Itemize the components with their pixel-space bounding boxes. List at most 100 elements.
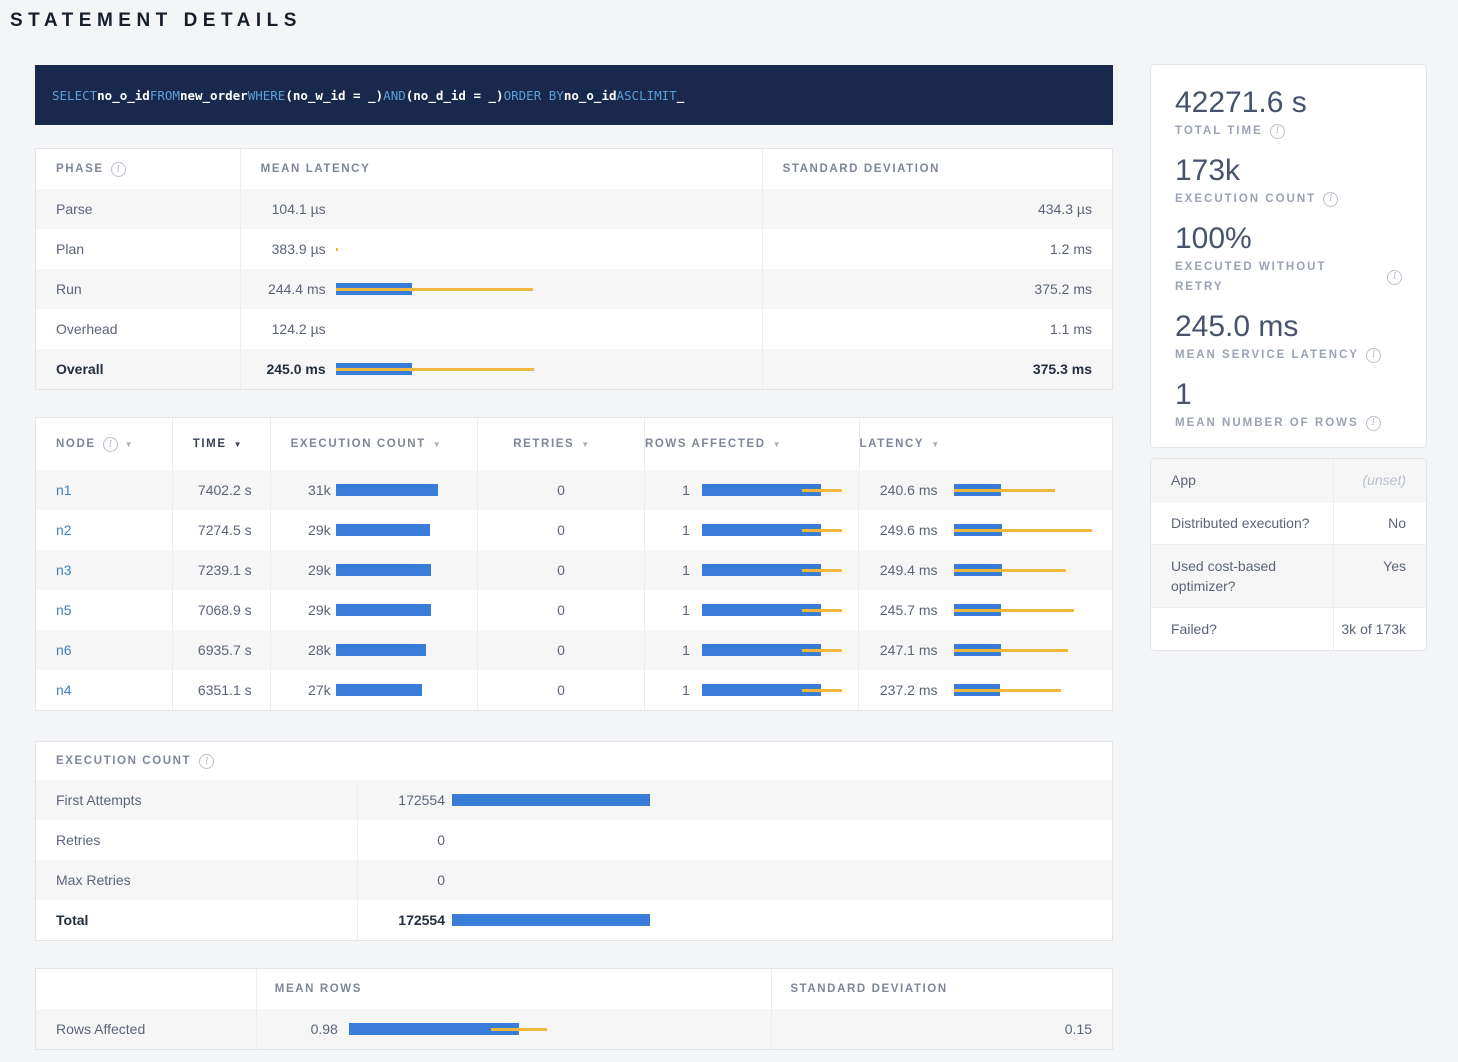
latency-bar-chart xyxy=(954,683,1099,697)
row-label: First Attempts xyxy=(36,780,358,820)
mean-bar xyxy=(335,564,431,576)
phase-table-body: Parse 104.1 µs 434.3 µs Plan 383.9 µs 1.2 ms R… xyxy=(36,189,1112,389)
node-link[interactable]: n4 xyxy=(56,682,72,698)
mean-bar xyxy=(335,644,426,656)
time-value: 7239.1 s xyxy=(173,550,271,590)
latency-value: 245.7 ms xyxy=(879,602,938,618)
node-link[interactable]: n1 xyxy=(56,482,72,498)
stddev-whisker xyxy=(801,569,842,572)
rows-affected-cell: 1 xyxy=(645,470,860,510)
rows-affected-value: 1 xyxy=(682,482,690,498)
rows-affected-value: 1 xyxy=(682,642,690,658)
std-dev-header-label: Standard Deviation xyxy=(782,163,941,175)
stddev-whisker xyxy=(335,288,533,291)
std-dev-value: 375.3 ms xyxy=(1032,361,1092,377)
mean-bar xyxy=(335,484,438,496)
stddev-whisker xyxy=(954,649,1069,652)
rows-affected-bar-chart xyxy=(701,683,852,697)
mean-latency-cell: 244.4 ms xyxy=(241,269,763,309)
stddev-whisker xyxy=(801,649,842,652)
mean-bar xyxy=(452,794,650,806)
phase-name: Run xyxy=(36,269,241,309)
info-icon[interactable]: i xyxy=(110,161,126,177)
page-title: STATEMENT DETAILS xyxy=(10,10,302,31)
sort-desc-icon[interactable]: ▼ xyxy=(772,439,783,449)
stddev-whisker xyxy=(490,1028,547,1031)
stddev-whisker xyxy=(801,609,842,612)
info-icon[interactable]: i xyxy=(1365,347,1381,363)
detail-value: 3k of 173k xyxy=(1341,621,1406,637)
info-icon[interactable]: i xyxy=(1269,123,1285,139)
execution-count-cell: 31k xyxy=(271,470,479,510)
mean-rows-header-label: Mean Rows xyxy=(274,983,363,995)
mean-bar xyxy=(335,524,430,536)
rows-affected-bar-chart xyxy=(701,483,852,497)
rows-affected-value: 1 xyxy=(682,562,690,578)
stddev-whisker xyxy=(954,529,1093,532)
std-dev-value: 1.1 ms xyxy=(1049,321,1092,337)
latency-value: 240.6 ms xyxy=(879,482,938,498)
rows-affected-value: 1 xyxy=(682,682,690,698)
header-inner: Rows Affected ▼ xyxy=(645,418,782,470)
info-icon[interactable]: i xyxy=(1323,191,1339,207)
execution-count-header-label: Execution Count xyxy=(56,755,192,767)
rows-affected-table: Mean Rows Standard Deviation Rows Affect… xyxy=(35,968,1113,1050)
sort-desc-icon[interactable]: ▼ xyxy=(931,439,941,449)
stat-value: 245.0 ms xyxy=(1175,310,1299,343)
info-icon[interactable]: i xyxy=(1365,415,1381,431)
app-details-card: App (unset) Distributed execution? No Used c… xyxy=(1150,458,1427,651)
rows-affected-bar-chart xyxy=(701,523,852,537)
app-detail-row: Distributed execution? No xyxy=(1151,502,1426,545)
mean-bar xyxy=(348,1023,519,1035)
node-link[interactable]: n5 xyxy=(56,602,72,618)
column-header-retries[interactable]: Retries ▼ xyxy=(478,418,645,470)
rows-affected-cell: 1 xyxy=(645,590,860,630)
header-label: Execution Count xyxy=(290,438,426,450)
info-icon[interactable]: i xyxy=(1387,269,1402,285)
sort-desc-icon[interactable]: ▼ xyxy=(233,439,244,449)
header-inner: Time ▼ xyxy=(193,418,243,470)
summary-stat: 245.0 ms Mean Service Latency i xyxy=(1175,309,1402,365)
column-header-node[interactable]: Node i ▼ xyxy=(36,418,173,470)
latency-bar-chart xyxy=(954,523,1099,537)
mean-latency-cell: 245.0 ms xyxy=(241,349,763,389)
phase-name: Overhead xyxy=(36,309,241,349)
node-link[interactable]: n2 xyxy=(56,522,72,538)
std-dev-value: 1.2 ms xyxy=(1049,241,1092,257)
mean-bar xyxy=(701,604,821,616)
mean-rows-column-header: Mean Rows xyxy=(257,969,773,1009)
rows-affected-row: Rows Affected 0.98 0.15 xyxy=(36,1009,1112,1049)
execution-count-value: 29k xyxy=(308,602,331,618)
stddev-whisker xyxy=(335,248,338,251)
latency-bar-chart xyxy=(954,563,1099,577)
column-header-time[interactable]: Time ▼ xyxy=(173,418,271,470)
mean-latency-cell: 383.9 µs xyxy=(241,229,763,269)
latency-bar-chart xyxy=(954,483,1099,497)
column-header-execution-count[interactable]: Execution Count ▼ xyxy=(271,418,479,470)
row-label: Total xyxy=(36,900,358,940)
sort-desc-icon[interactable]: ▼ xyxy=(581,439,591,449)
node-link[interactable]: n3 xyxy=(56,562,72,578)
node-cell: n2 xyxy=(36,510,173,550)
info-icon[interactable]: i xyxy=(102,436,118,452)
column-header-rows-affected[interactable]: Rows Affected ▼ xyxy=(645,418,860,470)
mean-bar xyxy=(335,684,422,696)
stat-label-text: Mean Number of Rows xyxy=(1175,417,1359,429)
retries-value: 0 xyxy=(478,670,645,710)
column-header-latency[interactable]: Latency ▼ xyxy=(860,418,1112,470)
node-link[interactable]: n6 xyxy=(56,642,72,658)
sql-token: SELECT xyxy=(52,87,98,103)
mean-latency-value: 244.4 ms xyxy=(268,281,326,297)
count-bar-chart xyxy=(452,873,1112,887)
header-inner: Retries ▼ xyxy=(513,418,591,470)
phase-row: Plan 383.9 µs 1.2 ms xyxy=(36,229,1112,269)
sort-desc-icon[interactable]: ▼ xyxy=(432,439,443,449)
latency-bar-chart xyxy=(335,282,546,296)
latency-value: 237.2 ms xyxy=(879,682,938,698)
summary-stat: 42271.6 s Total Time i xyxy=(1175,85,1402,141)
info-icon[interactable]: i xyxy=(199,753,215,769)
stat-label: Execution Count i xyxy=(1175,189,1402,209)
node-row: n5 7068.9 s 29k 0 1 245.7 ms xyxy=(36,590,1112,630)
sort-desc-icon[interactable]: ▼ xyxy=(124,439,135,449)
